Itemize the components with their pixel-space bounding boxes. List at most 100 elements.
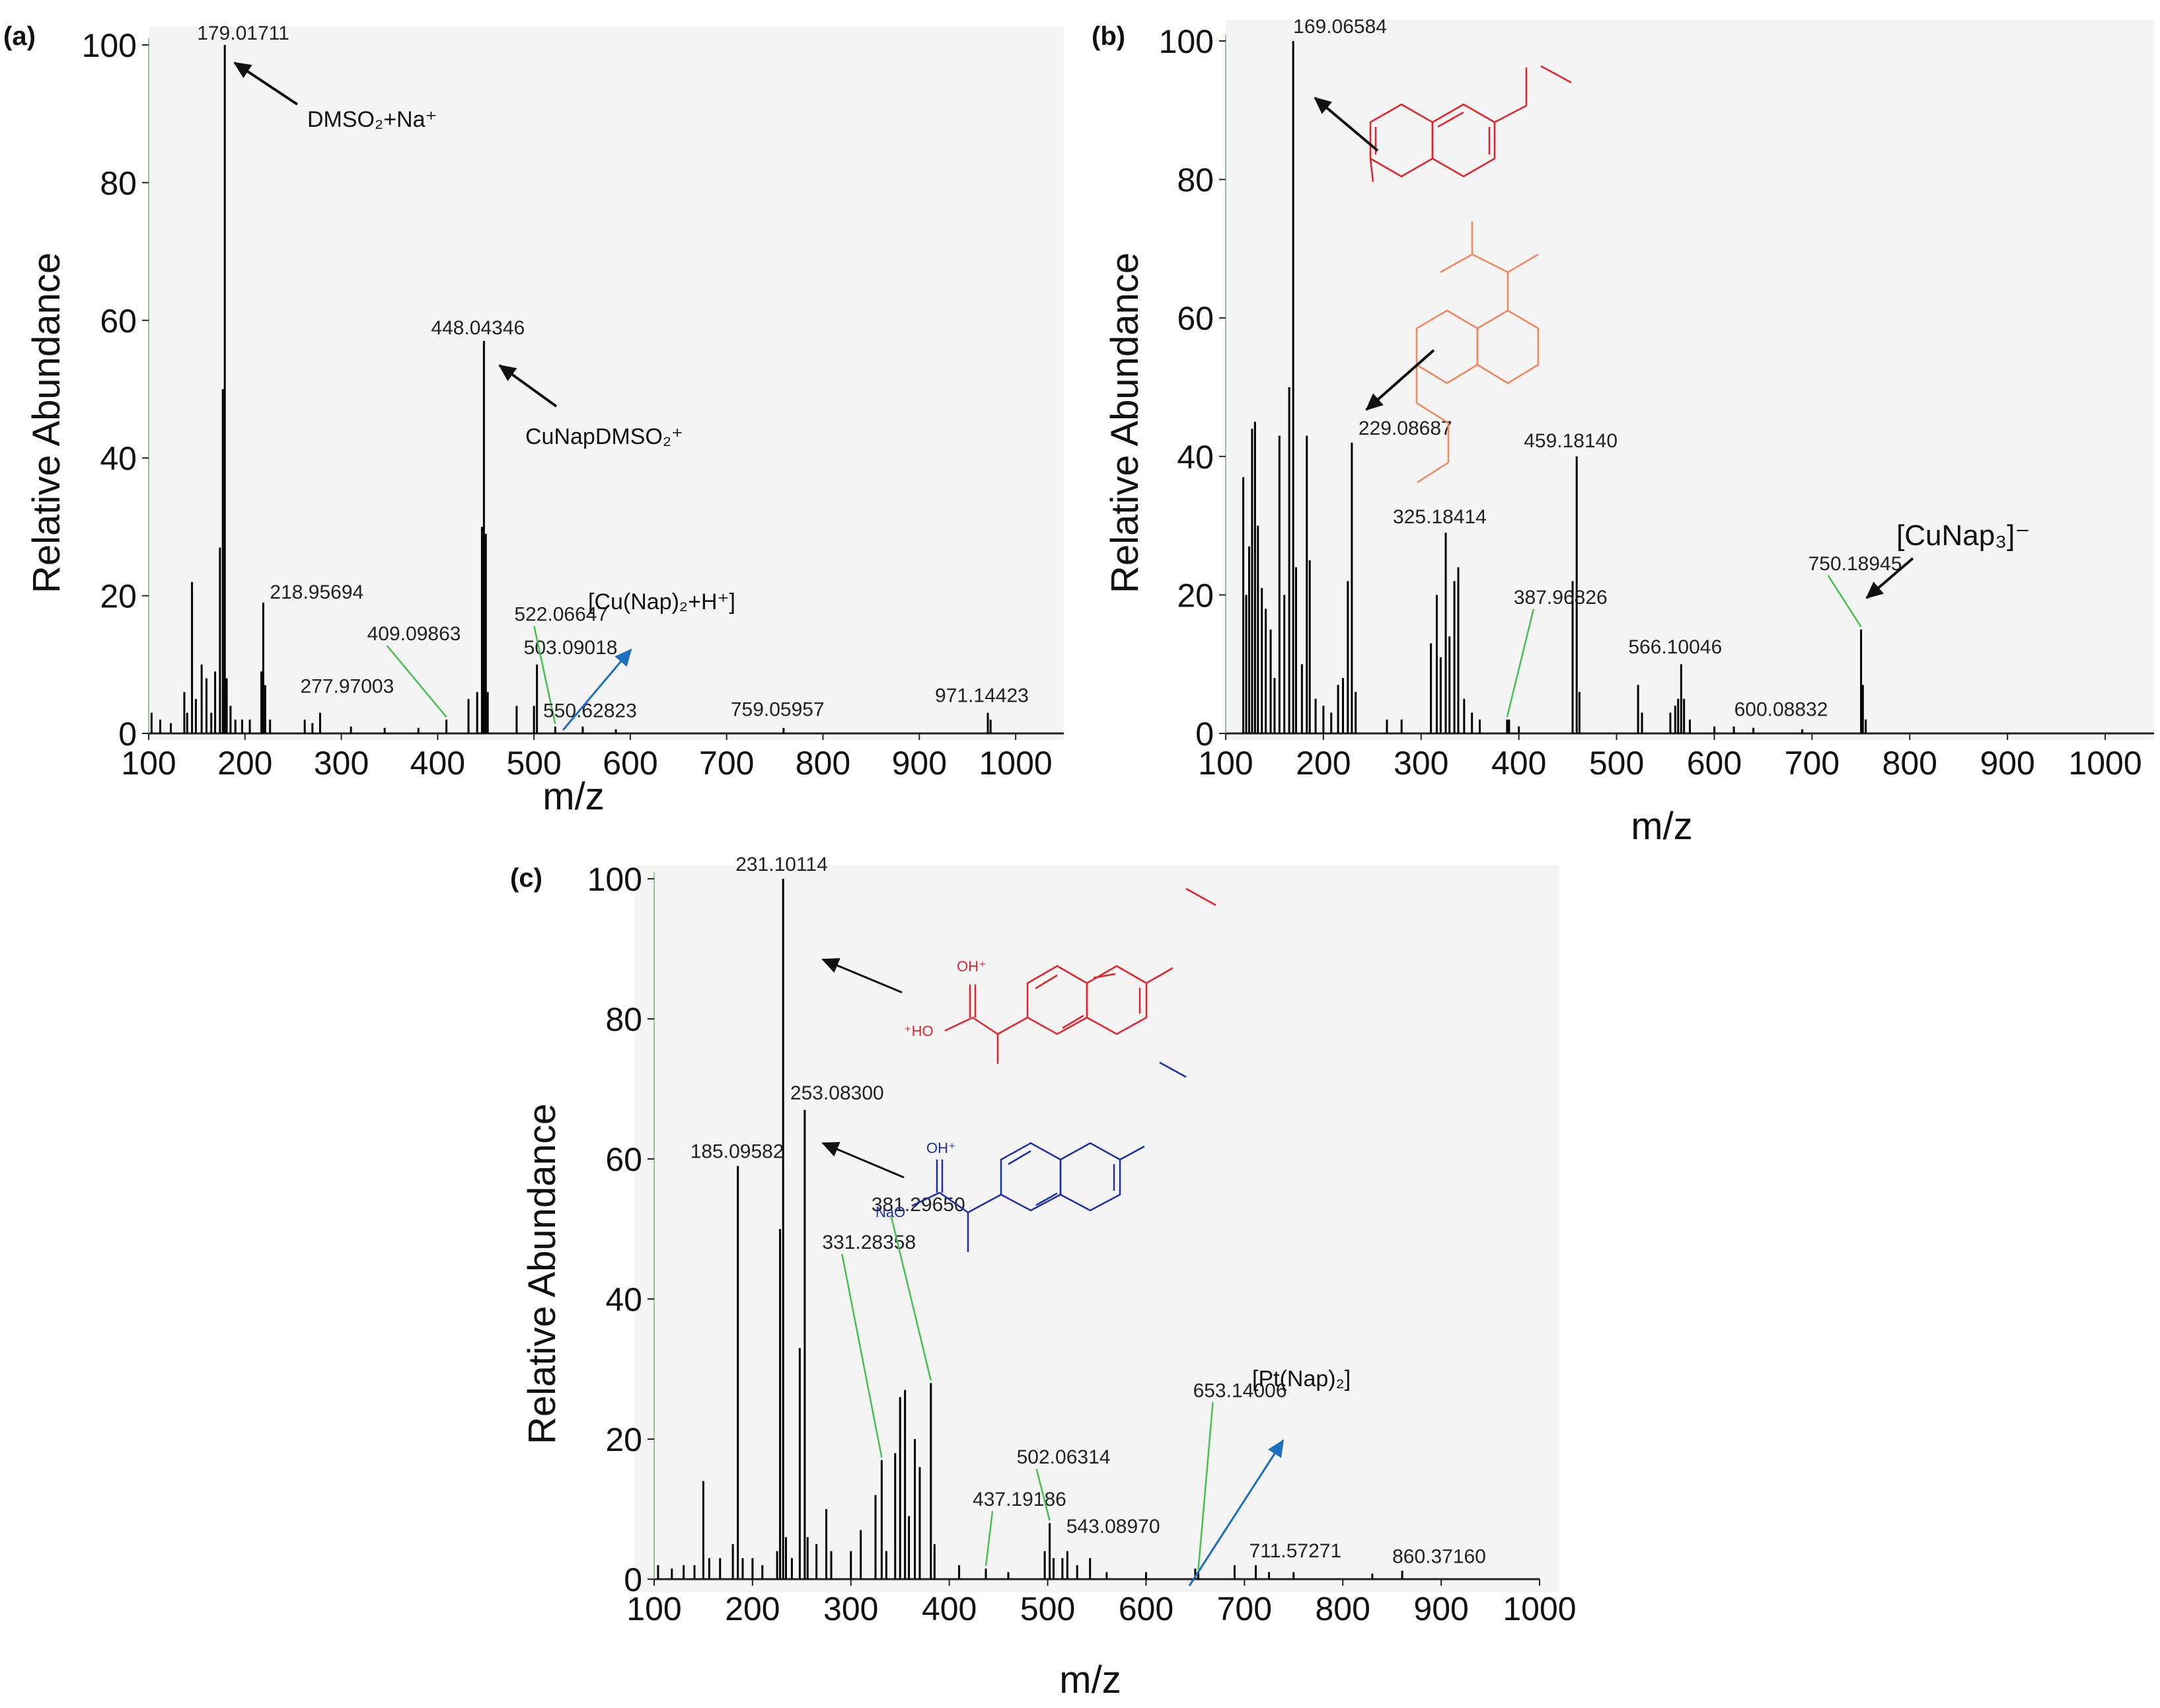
peak-label: 860.37160 <box>1392 1545 1486 1567</box>
x-tick-label: 900 <box>1980 745 2034 782</box>
peak-label: 711.57271 <box>1249 1540 1342 1562</box>
x-tick-label: 400 <box>1491 745 1546 782</box>
peak-label: 387.96826 <box>1514 587 1608 609</box>
x-tick-label: 700 <box>1217 1590 1272 1627</box>
peak-label: 566.10046 <box>1628 636 1722 658</box>
panel-c: (c) Relative Abundance m/z 100 200 300 400 5… <box>510 854 1577 1701</box>
blue-arrow-522 <box>562 648 632 731</box>
blue-nao-label: NaO <box>875 1204 905 1220</box>
x-tick-label: 900 <box>1413 1590 1468 1627</box>
arrow-dmso2-na <box>233 61 299 106</box>
peak-label: 179.01711 <box>197 22 289 44</box>
peaks-b <box>1242 41 1867 733</box>
panel-label-a: (a) <box>3 22 36 51</box>
peak-labels-b: 169.06584 229.08687 325.18414 387.96826 459.… <box>1293 16 1902 721</box>
panel-label-b: (b) <box>1092 22 1125 51</box>
peak-label: 253.08300 <box>790 1082 884 1104</box>
x-tick-label: 100 <box>121 745 176 782</box>
y-tick-label: 20 <box>605 1421 642 1458</box>
x-axis-label-b: m/z <box>1631 805 1692 848</box>
x-tick-label: 400 <box>410 745 465 782</box>
panel-b: (b) Relative Abundance m/z 100 200 300 400 5… <box>1092 16 2154 848</box>
peak-labels-a: 179.01711 218.95694 277.97003 409.09863 448.… <box>197 22 1029 724</box>
x-tick-label: 300 <box>1394 745 1448 782</box>
leader-line <box>985 1510 994 1567</box>
arrow-750 <box>1865 557 1914 599</box>
peak-label: 600.08832 <box>1734 699 1828 721</box>
annotation-cunap3: [CuNap₃]⁻ <box>1896 519 2030 552</box>
leader-line <box>1506 609 1535 718</box>
x-tick-label: 600 <box>1119 1590 1173 1627</box>
arrow-231 <box>821 958 903 994</box>
peak-label: 971.14423 <box>935 685 1029 707</box>
y-tick-label: 20 <box>100 578 137 615</box>
y-tick-label: 0 <box>118 716 137 753</box>
plot-area-b <box>1226 20 2154 740</box>
y-tick-label: 100 <box>587 861 642 898</box>
y-tick-label: 60 <box>605 1141 642 1178</box>
leader-line <box>533 626 556 724</box>
leader-line <box>386 645 447 718</box>
ticks-a: 100 200 300 400 500 600 700 800 900 1000 0 20 40 60 80… <box>82 27 1064 782</box>
peak-label: 502.06314 <box>1017 1446 1111 1468</box>
y-tick-label: 20 <box>1177 577 1214 614</box>
y-tick-label: 80 <box>1177 162 1214 199</box>
x-tick-label: 800 <box>1316 1590 1370 1627</box>
y-axis-label-c: Relative Abundance <box>521 1103 564 1444</box>
leader-line <box>890 1216 932 1381</box>
x-tick-label: 200 <box>1296 745 1351 782</box>
y-tick-label: 80 <box>605 1001 642 1038</box>
ticks-c: 100 200 300 400 500 600 700 800 900 1000 0 20 40 60 80… <box>587 861 1577 1627</box>
y-axis-label-b: Relative Abundance <box>1103 252 1146 593</box>
x-tick-label: 100 <box>1198 745 1253 782</box>
x-tick-label: 800 <box>796 745 850 782</box>
peak-label: 229.08687 <box>1359 418 1452 439</box>
peak-label: 459.18140 <box>1524 430 1618 452</box>
x-tick-label: 700 <box>1785 745 1840 782</box>
peak-label: 218.95694 <box>270 581 363 603</box>
x-tick-label: 200 <box>217 745 272 782</box>
plot-area-c <box>634 866 1559 1592</box>
annotation-pt-nap2: [Pt(Nap)₂] <box>1252 1366 1351 1392</box>
peak-label: 522.06647 <box>514 604 608 626</box>
peak-label: 759.05957 <box>731 699 825 721</box>
peaks-c <box>657 879 1403 1579</box>
x-tick-label: 600 <box>1687 745 1742 782</box>
arrow-169 <box>1314 96 1379 152</box>
peak-label: 409.09863 <box>367 623 461 645</box>
peak-label: 543.08970 <box>1066 1516 1160 1538</box>
x-tick-label: 800 <box>1882 745 1937 782</box>
x-tick-label: 600 <box>603 745 657 782</box>
red-ho-label: ⁺HO <box>904 1023 934 1039</box>
x-tick-label: 500 <box>1589 745 1644 782</box>
annotation-cu-nap2-h: [Cu(Nap)₂+H⁺] <box>588 589 735 614</box>
naproxen-structure-blue <box>911 1061 1187 1252</box>
x-tick-label: 400 <box>922 1590 977 1627</box>
x-tick-label: 300 <box>314 745 369 782</box>
leader-line <box>1035 1468 1051 1521</box>
y-tick-label: 40 <box>100 440 137 477</box>
blue-oh-label: OH⁺ <box>926 1140 956 1156</box>
leader-line <box>841 1253 883 1458</box>
arrow-253 <box>821 1142 905 1179</box>
peak-label: 325.18414 <box>1393 506 1487 528</box>
y-tick-label: 0 <box>624 1561 642 1598</box>
y-tick-label: 100 <box>1159 23 1214 60</box>
peak-label: 437.19186 <box>973 1489 1066 1510</box>
peak-label: 331.28358 <box>822 1232 916 1253</box>
red-oh-label: OH⁺ <box>957 958 987 975</box>
y-tick-label: 40 <box>605 1281 642 1318</box>
x-tick-label: 500 <box>1020 1590 1075 1627</box>
plot-area-a <box>149 26 1064 740</box>
x-tick-label: 200 <box>725 1590 780 1627</box>
y-tick-label: 40 <box>1177 439 1214 476</box>
y-tick-label: 80 <box>100 165 137 202</box>
panel-label-c: (c) <box>510 864 542 893</box>
x-tick-label: 1000 <box>1503 1590 1576 1627</box>
x-axis-label-a: m/z <box>542 775 604 818</box>
peak-label: 381.29650 <box>872 1194 965 1216</box>
peak-label: 185.09582 <box>690 1141 784 1163</box>
leader-line <box>1197 1402 1214 1570</box>
y-axis-label-a: Relative Abundance <box>25 252 68 593</box>
peak-label: 231.10114 <box>735 854 828 875</box>
